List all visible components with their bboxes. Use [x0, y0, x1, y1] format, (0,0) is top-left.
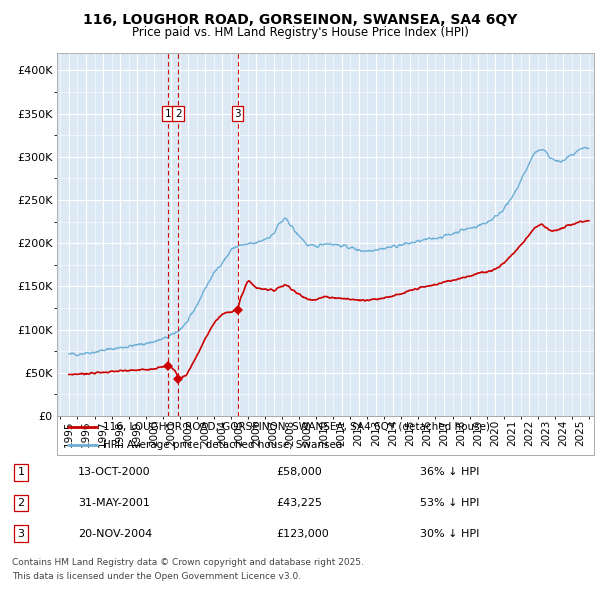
- Text: 3: 3: [17, 529, 25, 539]
- Text: 2: 2: [17, 498, 25, 508]
- Text: 13-OCT-2000: 13-OCT-2000: [78, 467, 151, 477]
- Text: 31-MAY-2001: 31-MAY-2001: [78, 498, 150, 508]
- Text: £43,225: £43,225: [276, 498, 322, 508]
- Text: Contains HM Land Registry data © Crown copyright and database right 2025.: Contains HM Land Registry data © Crown c…: [12, 558, 364, 566]
- Text: 53% ↓ HPI: 53% ↓ HPI: [420, 498, 479, 508]
- Text: HPI: Average price, detached house, Swansea: HPI: Average price, detached house, Swan…: [103, 440, 342, 450]
- Text: 20-NOV-2004: 20-NOV-2004: [78, 529, 152, 539]
- Text: £123,000: £123,000: [276, 529, 329, 539]
- Text: 30% ↓ HPI: 30% ↓ HPI: [420, 529, 479, 539]
- Text: 3: 3: [234, 109, 241, 119]
- Text: 36% ↓ HPI: 36% ↓ HPI: [420, 467, 479, 477]
- Text: 1: 1: [17, 467, 25, 477]
- Text: Price paid vs. HM Land Registry's House Price Index (HPI): Price paid vs. HM Land Registry's House …: [131, 26, 469, 39]
- Text: This data is licensed under the Open Government Licence v3.0.: This data is licensed under the Open Gov…: [12, 572, 301, 581]
- Text: 116, LOUGHOR ROAD, GORSEINON, SWANSEA, SA4 6QY (detached house): 116, LOUGHOR ROAD, GORSEINON, SWANSEA, S…: [103, 422, 490, 432]
- Text: £58,000: £58,000: [276, 467, 322, 477]
- Text: 2: 2: [175, 109, 182, 119]
- Text: 1: 1: [164, 109, 171, 119]
- Text: 116, LOUGHOR ROAD, GORSEINON, SWANSEA, SA4 6QY: 116, LOUGHOR ROAD, GORSEINON, SWANSEA, S…: [83, 13, 517, 27]
